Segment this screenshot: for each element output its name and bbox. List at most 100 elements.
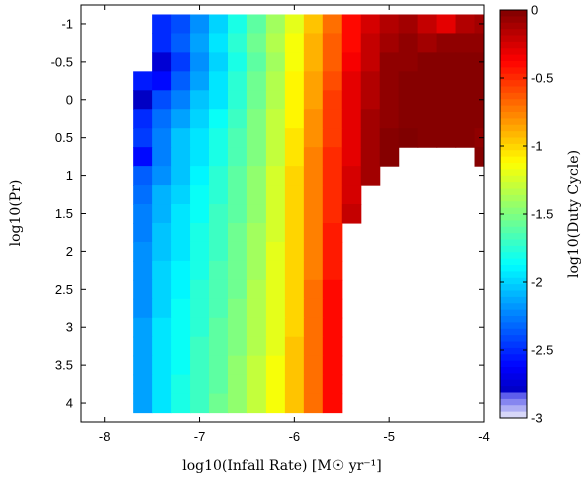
- heatmap-cell: [265, 90, 286, 110]
- heatmap-cell: [322, 166, 343, 186]
- heatmap-cell: [171, 298, 191, 319]
- heatmap-cell: [152, 393, 172, 414]
- heatmap-cell: [171, 33, 191, 53]
- colorbar-segment: [500, 194, 527, 202]
- colorbar-segment: [500, 137, 527, 145]
- heatmap-cell: [190, 374, 210, 395]
- heatmap-cell: [133, 393, 153, 414]
- colorbar-segment: [500, 347, 527, 355]
- colorbar-segment: [500, 201, 527, 209]
- heatmap-cell: [152, 298, 172, 319]
- heatmap-cell: [360, 128, 381, 148]
- heatmap-cell: [171, 260, 191, 281]
- heatmap-cell: [152, 185, 172, 205]
- heatmap-cell: [133, 90, 153, 110]
- heatmap-cell: [246, 222, 267, 243]
- heatmap-cell: [246, 298, 267, 319]
- heatmap-cell: [265, 71, 286, 91]
- heatmap-cell: [265, 260, 286, 281]
- heatmap-cell: [209, 128, 229, 148]
- colorbar-segment: [500, 61, 527, 68]
- heatmap-cell: [474, 109, 484, 129]
- heatmap-cell: [417, 52, 438, 72]
- heatmap-cell: [322, 393, 343, 414]
- heatmap-cell: [303, 374, 324, 395]
- colorbar-segment: [500, 335, 527, 343]
- heatmap-cell: [209, 317, 229, 338]
- heatmap-cell: [284, 90, 305, 110]
- heatmap-cell: [284, 279, 305, 300]
- colorbar-tick-label: -1.5: [531, 207, 553, 222]
- colorbar-segment: [500, 67, 527, 75]
- heatmap-cell: [227, 241, 248, 262]
- heatmap-cell: [133, 241, 153, 262]
- colorbar-segment: [500, 296, 527, 304]
- colorbar-segment: [500, 16, 527, 24]
- y-tick-label: 2.5: [55, 282, 73, 297]
- heatmap-cell: [265, 166, 286, 186]
- heatmap-cell: [190, 166, 210, 186]
- heatmap-cell: [227, 204, 248, 224]
- colorbar-segment: [500, 386, 527, 394]
- heatmap-cell: [360, 109, 381, 129]
- heatmap-cell: [171, 147, 191, 167]
- heatmap-cell: [209, 355, 229, 376]
- heatmap-cell: [303, 298, 324, 319]
- heatmap-cell: [265, 222, 286, 243]
- colorbar-tick-label: -3: [531, 411, 543, 426]
- colorbar-segment: [500, 150, 527, 158]
- heatmap-cell: [284, 128, 305, 148]
- heatmap-cell: [209, 166, 229, 186]
- y-tick-label: 2: [66, 244, 73, 259]
- heatmap-cell: [152, 71, 172, 91]
- colorbar-segment: [500, 220, 527, 228]
- heatmap-cell: [455, 52, 476, 72]
- heatmap-cell: [171, 52, 191, 72]
- y-tick-label: -0.5: [51, 54, 73, 69]
- heatmap-cell: [133, 166, 153, 186]
- heatmap-cell: [303, 279, 324, 300]
- colorbar-segment: [500, 112, 527, 119]
- heatmap-cell: [303, 336, 324, 357]
- heatmap-cell: [455, 33, 476, 53]
- heatmap-cell: [246, 147, 267, 167]
- y-axis-ticks: -1 -0.5 0 0.5 1 1.5 2 2.5 3 3.5 4: [51, 16, 484, 411]
- colorbar-segment: [500, 265, 527, 272]
- heatmap-cell: [171, 90, 191, 110]
- heatmap-cell: [284, 166, 305, 186]
- heatmap-cell: [284, 185, 305, 205]
- heatmap-cell: [322, 147, 343, 167]
- heatmap-cell: [417, 128, 438, 148]
- heatmap-cell: [190, 241, 210, 262]
- heatmap-cell: [209, 374, 229, 395]
- heatmap-cell: [265, 185, 286, 205]
- heatmap-cell: [227, 33, 248, 53]
- heatmap-cell: [171, 109, 191, 129]
- heatmap-cell: [265, 279, 286, 300]
- heatmap-cell: [133, 336, 153, 357]
- colorbar-segment: [500, 169, 527, 177]
- heatmap-cell: [398, 90, 419, 110]
- colorbar-segment: [500, 303, 527, 311]
- heatmap-cell: [171, 166, 191, 186]
- heatmap-cell: [360, 52, 381, 72]
- x-tick-label: -6: [289, 429, 301, 444]
- colorbar-segment: [500, 316, 527, 323]
- colorbar-segment: [500, 92, 527, 100]
- colorbar-segment: [500, 35, 527, 43]
- heatmap-cell: [227, 317, 248, 338]
- heatmap-cell: [209, 241, 229, 262]
- heatmap-cell: [190, 128, 210, 148]
- heatmap-cell: [303, 185, 324, 205]
- heatmap-cell: [152, 52, 172, 72]
- heatmap-cell: [209, 260, 229, 281]
- heatmap-cell: [322, 279, 343, 300]
- heatmap-cell: [190, 14, 210, 35]
- heatmap-cell: [133, 147, 153, 167]
- heatmap-cell: [209, 185, 229, 205]
- colorbar-segment: [500, 271, 527, 279]
- heatmap-cell: [209, 109, 229, 129]
- heatmap-cell: [152, 241, 172, 262]
- colorbar-tick-label: 0: [531, 3, 538, 18]
- heatmap-cell: [341, 52, 362, 72]
